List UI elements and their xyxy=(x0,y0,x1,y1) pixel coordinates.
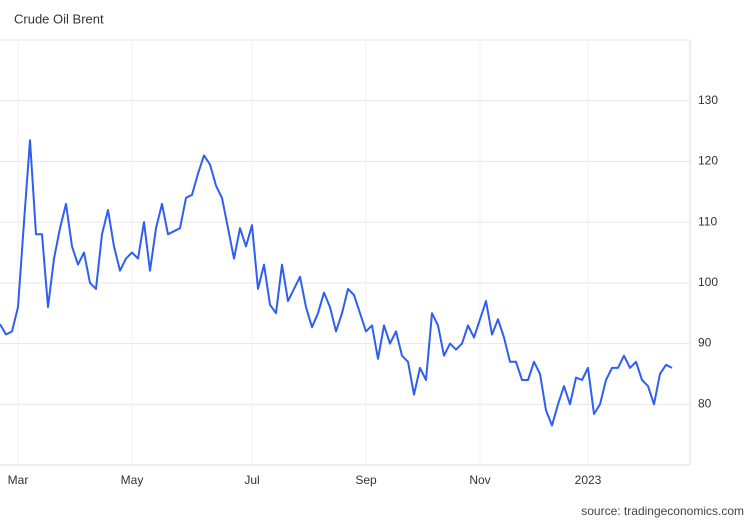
x-tick-label: May xyxy=(121,473,144,487)
y-tick-label: 80 xyxy=(698,396,712,410)
y-tick-label: 120 xyxy=(698,154,718,168)
y-tick-label: 130 xyxy=(698,93,718,107)
x-tick-label: 2023 xyxy=(575,473,602,487)
y-tick-label: 90 xyxy=(698,336,712,350)
x-tick-label: Nov xyxy=(469,473,490,487)
x-tick-label: Sep xyxy=(355,473,377,487)
y-tick-label: 110 xyxy=(698,214,717,228)
x-tick-label: Jul xyxy=(244,473,259,487)
x-tick-label: Mar xyxy=(8,473,29,487)
chart-title: Crude Oil Brent xyxy=(14,11,104,26)
source: source: tradingeconomics.com xyxy=(581,504,744,518)
y-tick-label: 100 xyxy=(698,275,718,289)
price-line xyxy=(0,139,673,427)
